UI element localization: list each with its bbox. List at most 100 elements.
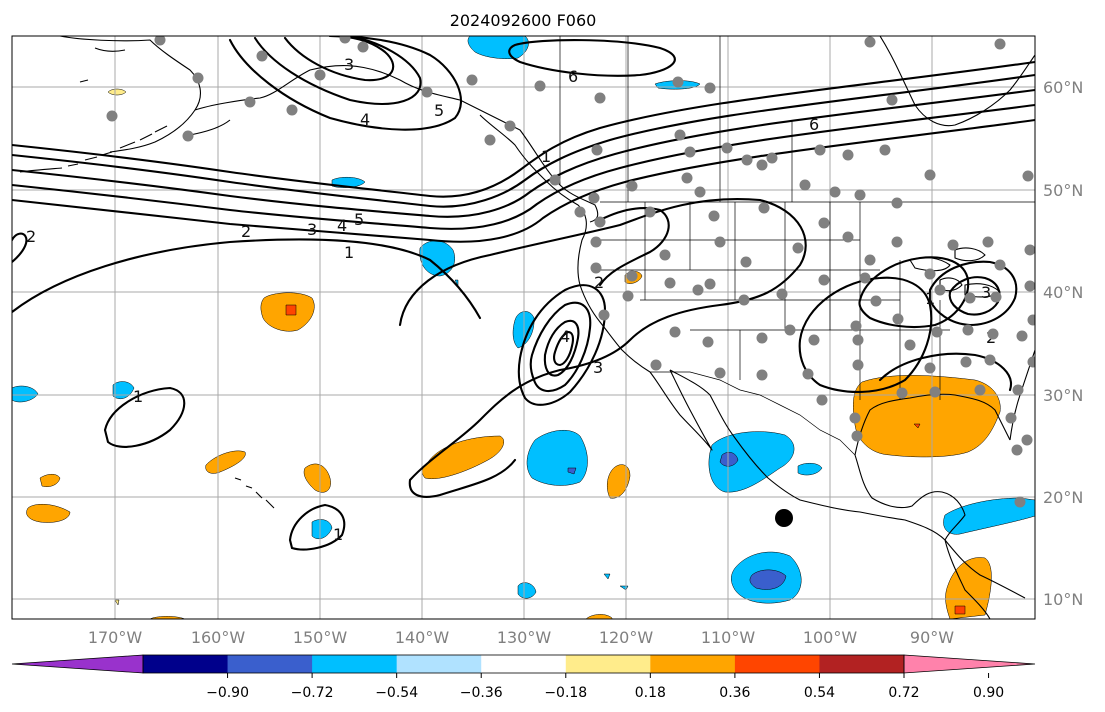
station-dot	[851, 430, 863, 442]
contour-label: 6	[568, 67, 578, 86]
station-dot	[792, 242, 804, 254]
station-dot	[1016, 330, 1028, 342]
station-dot	[626, 180, 638, 192]
contour-label: 1	[541, 147, 551, 166]
storm-marker	[775, 509, 793, 527]
colorbar-segment	[650, 655, 736, 673]
station-dot	[286, 104, 298, 116]
station-dot	[924, 362, 936, 374]
station-dot	[891, 236, 903, 248]
station-dot	[818, 274, 830, 286]
station-dot	[896, 387, 908, 399]
colorbar-tick-label: −0.36	[460, 685, 503, 701]
contour-label: 1	[925, 289, 935, 308]
station-dot	[704, 82, 716, 94]
lon-tick-label: 150°W	[293, 628, 348, 647]
station-dot	[864, 36, 876, 48]
station-dot	[829, 186, 841, 198]
colorbar-tick-label: 0.18	[635, 685, 666, 701]
station-dot	[852, 334, 864, 346]
station-dot	[644, 206, 656, 218]
contour-label: 1	[344, 243, 354, 262]
station-dot	[892, 313, 904, 325]
contour-label: 4	[560, 327, 570, 346]
lat-tick-label: 10°N	[1043, 590, 1083, 609]
station-dot	[684, 146, 696, 158]
station-dot	[192, 72, 204, 84]
colorbar-extend-high	[903, 654, 1036, 674]
station-dot	[534, 80, 546, 92]
station-dot	[704, 278, 716, 290]
contour-label: 3	[344, 55, 354, 74]
lat-tick-label: 50°N	[1043, 181, 1083, 200]
station-dot	[982, 236, 994, 248]
station-dot	[714, 367, 726, 379]
contour-label: 6	[809, 115, 819, 134]
station-dot	[962, 324, 974, 336]
station-dot	[849, 412, 861, 424]
colorbar-segment	[819, 655, 905, 673]
station-dot	[929, 386, 941, 398]
station-dot	[758, 202, 770, 214]
map-title: 2024092600 F060	[450, 11, 597, 30]
station-dot	[960, 356, 972, 368]
contour-label: 1	[133, 387, 143, 406]
station-dot	[714, 236, 726, 248]
station-dot	[504, 120, 516, 132]
station-dot	[842, 231, 854, 243]
lon-tick-label: 100°W	[803, 628, 858, 647]
station-dot	[904, 339, 916, 351]
colorbar: −0.90 −0.72 −0.54 −0.36 −0.18 0.18 0.36 0.54 0.7…	[11, 654, 1036, 701]
colorbar-segments	[143, 655, 905, 673]
station-dot	[1021, 434, 1033, 446]
contour-label: 4	[360, 110, 370, 129]
station-dot	[756, 159, 768, 171]
contour-label: 4	[337, 216, 347, 235]
station-dot	[842, 149, 854, 161]
station-dot	[694, 186, 706, 198]
lon-tick-label: 120°W	[599, 628, 654, 647]
station-dot	[879, 144, 891, 156]
station-dot	[594, 92, 606, 104]
map-area: 2 2 3 4 5 1 3 4 5 6 6 2 4 3 1 1 3 2 1 1	[12, 36, 1035, 619]
station-dot	[357, 41, 369, 53]
station-dot	[466, 74, 478, 86]
colorbar-segment	[143, 655, 229, 673]
lon-tick-label: 130°W	[497, 628, 552, 647]
station-dot	[990, 291, 1002, 303]
negative-anomaly-region	[467, 36, 529, 59]
station-dot	[816, 394, 828, 406]
station-dot	[994, 259, 1006, 271]
station-dot	[1027, 356, 1035, 368]
lon-tick-label: 140°W	[395, 628, 450, 647]
station-dot	[622, 290, 634, 302]
contour-label: 2	[26, 227, 36, 246]
station-dot	[741, 154, 753, 166]
station-dot	[659, 249, 671, 261]
station-dot	[590, 262, 602, 274]
colorbar-segment	[565, 655, 651, 673]
station-dot	[314, 69, 326, 81]
longitude-labels: 170°W 160°W 150°W 140°W 130°W 120°W 110°…	[88, 628, 954, 647]
colorbar-segment	[734, 655, 820, 673]
station-dot	[339, 36, 351, 44]
station-dot	[721, 142, 733, 154]
lon-tick-label: 90°W	[910, 628, 954, 647]
anomaly-shading	[12, 36, 1035, 619]
lon-tick-label: 170°W	[88, 628, 143, 647]
contour-label: 3	[593, 358, 603, 377]
contour-labels: 2 2 3 4 5 1 3 4 5 6 6 2 4 3 1 1 3 2 1 1	[26, 55, 996, 544]
station-dot	[1024, 280, 1035, 292]
station-dot	[588, 192, 600, 204]
station-dot	[681, 172, 693, 184]
colorbar-segment	[312, 655, 398, 673]
colorbar-frame	[142, 654, 905, 674]
station-dot	[1024, 244, 1035, 256]
colorbar-segment	[227, 655, 313, 673]
colorbar-segment	[396, 655, 482, 673]
station-dot	[1014, 496, 1026, 508]
map-frame	[11, 35, 1036, 620]
station-dot	[854, 189, 866, 201]
latitude-labels: 10°N 20°N 30°N 40°N 50°N 60°N	[1043, 78, 1083, 609]
